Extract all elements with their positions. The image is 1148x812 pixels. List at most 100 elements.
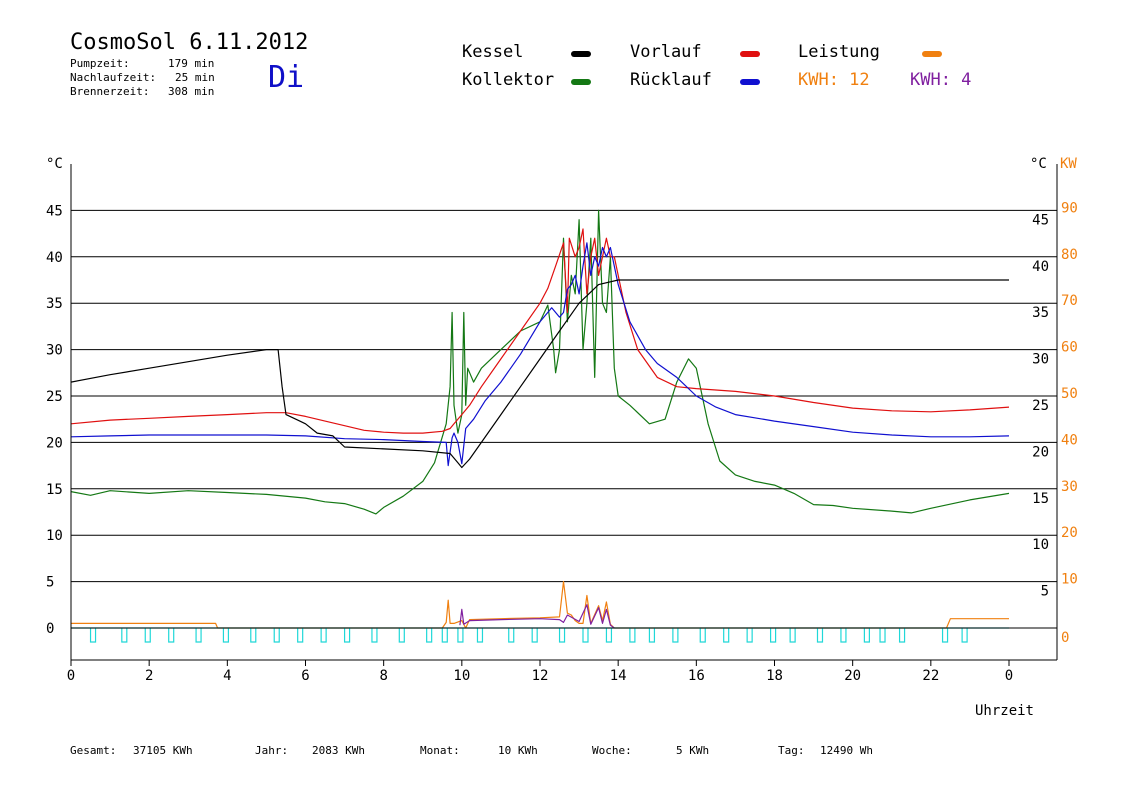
legend-swatch-ruecklauf [740,79,760,85]
pump-pulse [222,628,230,643]
x-tick-label: 0 [67,668,75,684]
y-tick-label: 40 [46,250,63,266]
y-right-tick-label: 40 [1032,259,1049,275]
series-line-leistung [71,581,1009,629]
footer-value-gesamt: 37105 KWh [133,744,193,757]
legend-swatch-vorlauf [740,51,760,57]
pump-pulse [816,628,824,643]
pump-pulse [168,628,175,643]
y-axis-label: °C [46,156,63,172]
pump-pulse [898,628,906,643]
series-line-kwh-4 [459,604,615,629]
kw-tick-label: 40 [1061,432,1078,448]
pump-pulse [879,628,886,643]
y-right-tick-label: 30 [1032,352,1049,368]
x-tick-label: 12 [532,668,549,684]
kw-tick-label: 10 [1061,572,1078,588]
pump-pulse [723,628,730,643]
footer-value-monat: 10 KWh [498,744,538,757]
series-line-vorlauf [70,228,1010,434]
pump-pulse [343,628,351,643]
footer-label-tag: Tag: [778,744,805,757]
footer-value-tag: 12490 Wh [820,744,873,757]
legend-label-kessel: Kessel [462,42,524,62]
x-tick-label: 10 [453,668,470,684]
pump-pulse [89,628,97,643]
pump-pulse [371,628,378,643]
pump-pulse [508,628,515,643]
y-right-tick-label: 15 [1032,491,1049,507]
footer-label-monat: Monat: [420,744,460,757]
pump-pulse [320,628,327,643]
pump-pulse [297,628,304,643]
pump-pulse [672,628,679,643]
y-right-tick-label: 20 [1032,444,1049,460]
y-tick-label: 5 [46,575,54,591]
pump-pulse [441,628,448,643]
legend-swatch-leistung [922,51,942,57]
pump-pulse [769,628,777,643]
pump-pulse [457,628,464,643]
pump-pulse [840,628,847,643]
legend-swatch-kollektor [571,79,591,85]
y-tick-label: 20 [46,435,63,451]
x-tick-label: 20 [844,668,861,684]
kw-tick-label: 0 [1061,630,1069,646]
kw-tick-label: 60 [1061,340,1078,356]
y-right-tick-label: 35 [1032,305,1049,321]
y-tick-label: 25 [46,389,63,405]
pump-pulse [195,628,202,643]
legend-label-leistung: Leistung [798,42,880,62]
pump-pulse [605,628,613,643]
x-tick-label: 16 [688,668,705,684]
pump-pulse [941,628,949,643]
x-tick-label: 14 [610,668,627,684]
series-line-kollektor [70,209,1010,515]
x-tick-label: 0 [1005,668,1013,684]
kw-tick-label: 20 [1061,525,1078,541]
y-right-tick-label: 10 [1032,537,1049,553]
pump-pulse [250,628,257,643]
pump-pulse [648,628,656,643]
pump-pulse [558,628,566,643]
x-tick-label: 18 [766,668,783,684]
pump-pulse [398,628,405,643]
pump-pulse [273,628,280,643]
footer-label-gesamt: Gesamt: [70,744,117,757]
stat-label: Brennerzeit: [70,85,150,98]
legend-label-vorlauf: Vorlauf [630,42,702,62]
stat-value: 308 min [168,85,215,98]
y-right-axis-label: °C [1030,156,1047,172]
weekday-label: Di [268,60,305,95]
stat-value: 179 min [168,57,215,70]
x-tick-label: 22 [922,668,939,684]
series-line-r-cklauf [70,242,1010,467]
pump-pulse [629,628,636,643]
pump-pulse [746,628,753,643]
kw-tick-label: 30 [1061,479,1078,495]
y-tick-label: 15 [46,482,63,498]
y-right-tick-label: 45 [1032,212,1049,228]
kw-tick-label: 80 [1061,247,1078,263]
y-tick-label: 10 [46,528,63,544]
y-tick-label: 35 [46,296,63,312]
pump-pulse [789,628,796,643]
y-tick-label: 0 [46,621,54,637]
y-tick-label: 45 [46,203,63,219]
footer-value-jahr: 2083 KWh [312,744,365,757]
kw-axis-label: KW [1060,156,1077,172]
legend-swatch-kessel [571,51,591,57]
y-tick-label: 30 [46,343,63,359]
legend-kwh-orange: KWH: 12 [798,70,870,90]
legend-label-ruecklauf: Rücklauf [630,70,712,90]
stat-label: Pumpzeit: [70,57,130,70]
x-axis-label: Uhrzeit [975,703,1034,719]
y-right-tick-label: 5 [1041,584,1049,600]
series-line-kessel [70,279,1009,469]
stat-label: Nachlaufzeit: [70,71,157,84]
legend-label-kollektor: Kollektor [462,70,555,90]
x-tick-label: 6 [301,668,309,684]
pump-pulse [961,628,968,643]
x-tick-label: 2 [145,668,153,684]
